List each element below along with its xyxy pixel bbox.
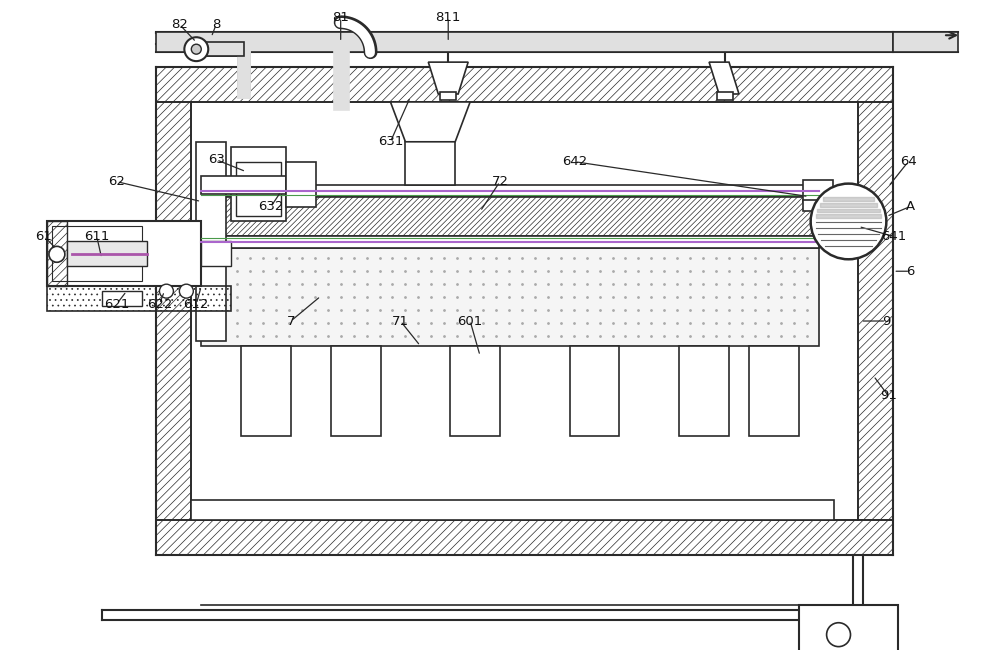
Text: 81: 81 (332, 11, 349, 24)
Text: 82: 82 (171, 18, 188, 31)
Bar (819, 206, 873, 231)
Bar (52, 227, 142, 281)
Circle shape (49, 246, 65, 262)
Text: 631: 631 (378, 135, 403, 148)
Bar (440, 92, 456, 100)
Text: A: A (906, 200, 915, 213)
Text: 6: 6 (906, 265, 914, 278)
Bar (201, 185, 819, 197)
Bar (858, 102, 893, 520)
Circle shape (179, 284, 193, 298)
Bar (102, 231, 196, 261)
Circle shape (827, 623, 850, 646)
Text: 9: 9 (882, 314, 891, 327)
Bar (156, 520, 893, 555)
Bar (196, 42, 244, 56)
Bar (236, 191, 281, 217)
Bar (67, 242, 147, 266)
Bar (405, 102, 455, 185)
Text: 642: 642 (562, 155, 587, 168)
Circle shape (184, 37, 208, 61)
Bar (191, 102, 858, 520)
Bar (749, 346, 799, 436)
Bar (450, 346, 500, 436)
Bar (570, 346, 619, 436)
Bar (156, 102, 191, 520)
Text: 811: 811 (436, 11, 461, 24)
Bar (47, 286, 231, 311)
Bar (803, 180, 833, 202)
Bar (286, 161, 316, 206)
Text: 601: 601 (458, 314, 483, 327)
Text: 64: 64 (900, 155, 917, 168)
Text: 622: 622 (147, 298, 172, 311)
Bar (201, 236, 819, 248)
Bar (156, 33, 893, 52)
Text: 612: 612 (184, 298, 209, 311)
Polygon shape (709, 62, 739, 94)
Text: 71: 71 (392, 314, 409, 327)
Text: 611: 611 (84, 230, 109, 243)
Text: 8: 8 (212, 18, 220, 31)
Bar (196, 142, 226, 341)
Bar (679, 346, 729, 436)
Circle shape (811, 184, 886, 259)
Bar (201, 242, 231, 266)
Bar (191, 500, 834, 520)
Bar (201, 197, 819, 236)
Text: 7: 7 (287, 314, 295, 327)
Bar (231, 146, 286, 221)
Bar (803, 200, 833, 212)
Circle shape (159, 284, 173, 298)
Text: 72: 72 (491, 175, 508, 188)
Text: 61: 61 (36, 230, 52, 243)
Text: 641: 641 (881, 230, 906, 243)
Bar (47, 221, 67, 286)
Text: 91: 91 (880, 389, 897, 402)
Bar (201, 176, 286, 193)
Text: 63: 63 (208, 153, 225, 166)
Polygon shape (390, 102, 470, 142)
Bar (717, 92, 733, 100)
Bar (331, 346, 381, 436)
Bar (156, 67, 893, 102)
Text: 632: 632 (258, 200, 284, 213)
Bar (102, 291, 142, 306)
Bar (893, 33, 958, 52)
Bar (201, 248, 819, 346)
Bar (47, 221, 201, 286)
Text: 62: 62 (108, 175, 125, 188)
Circle shape (191, 44, 201, 54)
Bar (799, 605, 898, 651)
Polygon shape (428, 62, 468, 94)
Bar (241, 346, 291, 436)
Text: 621: 621 (104, 298, 129, 311)
Bar (236, 161, 281, 187)
